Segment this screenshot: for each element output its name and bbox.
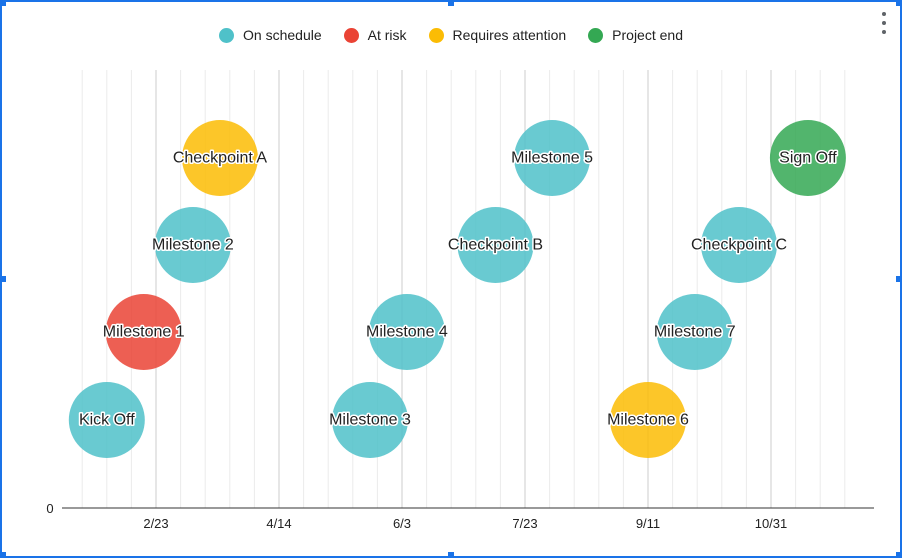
legend-swatch — [343, 27, 359, 43]
bubble-point[interactable] — [769, 120, 846, 196]
bubble-point[interactable] — [610, 382, 686, 458]
bubble-label: Milestone 1 — [103, 324, 185, 341]
legend-label: Requires attention — [452, 27, 567, 43]
x-tick-label: 10/31 — [755, 516, 788, 531]
x-tick-label: 9/11 — [636, 516, 660, 531]
milestone-bubble[interactable] — [332, 382, 409, 458]
resize-handle-top-left[interactable] — [0, 0, 6, 6]
bubble-label: Milestone 4 — [366, 324, 448, 341]
legend-item-project-end[interactable]: Project end — [588, 27, 683, 43]
milestone-bubble[interactable] — [457, 207, 534, 283]
legend-swatch — [219, 27, 235, 43]
bubble-label: Checkpoint B — [448, 237, 543, 254]
resize-handle-bottom[interactable] — [448, 552, 454, 558]
bubble-point[interactable] — [457, 207, 534, 283]
x-tick-label: 6/3 — [393, 516, 411, 531]
bubble-point[interactable] — [332, 382, 409, 458]
bubble-point[interactable] — [514, 120, 591, 196]
bubble-point[interactable] — [105, 294, 182, 370]
legend-label: At risk — [367, 27, 407, 43]
bubble-label: Milestone 7 — [654, 324, 736, 341]
resize-handle-left[interactable] — [0, 276, 6, 282]
x-tick-label: 7/23 — [512, 516, 537, 531]
bubble-label: Sign Off — [779, 150, 837, 167]
axes: 2/23 4/14 6/3 7/23 9/11 10/31 0 — [46, 501, 874, 531]
more-options-icon[interactable] — [880, 12, 888, 34]
bubbles: Kick Off Milestone 3 Milestone 6 Milestone … — [68, 120, 846, 458]
resize-handle-right[interactable] — [896, 276, 902, 282]
resize-handle-bottom-right[interactable] — [896, 552, 902, 558]
legend-label: On schedule — [243, 27, 322, 43]
bubble-point[interactable] — [68, 382, 145, 458]
resize-handle-top[interactable] — [448, 0, 454, 6]
bubble-label: Checkpoint A — [173, 150, 268, 167]
x-tick-label: 4/14 — [266, 516, 291, 531]
legend-item-at-risk[interactable]: At risk — [343, 27, 407, 43]
bubble-point[interactable] — [656, 294, 733, 370]
y-tick-label: 0 — [46, 501, 53, 516]
legend-item-on-schedule[interactable]: On schedule — [219, 27, 322, 43]
bubble-label: Milestone 2 — [152, 237, 234, 254]
bubble-label: Checkpoint C — [691, 237, 787, 254]
bubble-label: Milestone 3 — [329, 412, 411, 429]
legend-swatch — [588, 27, 604, 43]
bubble-label: Milestone 5 — [511, 150, 593, 167]
milestone-bubble[interactable] — [610, 382, 686, 458]
milestone-bubble[interactable] — [656, 294, 733, 370]
milestone-bubble[interactable] — [181, 120, 258, 196]
resize-handle-top-right[interactable] — [896, 0, 902, 6]
milestone-bubble[interactable] — [368, 294, 445, 370]
milestone-bubble[interactable] — [701, 207, 778, 283]
x-tick-label: 2/23 — [143, 516, 168, 531]
legend-swatch — [428, 27, 444, 43]
milestone-bubble[interactable] — [514, 120, 591, 196]
bubble-point[interactable] — [701, 207, 778, 283]
legend-label: Project end — [612, 27, 683, 43]
milestone-bubble[interactable] — [154, 207, 231, 283]
chart-legend: On schedule At risk Requires attention P… — [0, 27, 902, 43]
legend-item-requires-attention[interactable]: Requires attention — [428, 27, 567, 43]
resize-handle-bottom-left[interactable] — [0, 552, 6, 558]
bubble-point[interactable] — [154, 207, 231, 283]
bubble-point[interactable] — [368, 294, 445, 370]
milestone-bubble[interactable] — [105, 294, 182, 370]
bubble-label: Milestone 6 — [607, 412, 689, 429]
bubble-label: Kick Off — [79, 412, 135, 429]
milestone-bubble[interactable] — [68, 382, 145, 458]
bubble-point[interactable] — [181, 120, 258, 196]
milestone-bubble[interactable] — [769, 120, 846, 196]
